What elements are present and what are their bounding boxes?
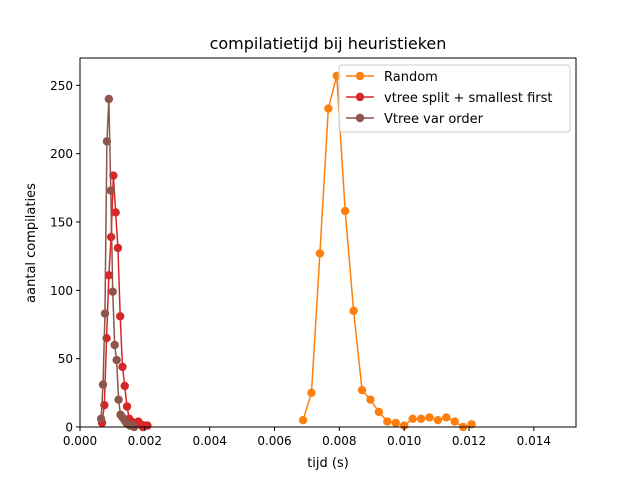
data-point bbox=[115, 312, 125, 321]
legend-label: vtree split + smallest first bbox=[384, 91, 553, 106]
data-point bbox=[100, 309, 110, 318]
data-point bbox=[113, 243, 123, 253]
axes-frame bbox=[79, 57, 577, 428]
data-point bbox=[450, 417, 459, 426]
data-point bbox=[104, 94, 114, 104]
data-point bbox=[109, 171, 118, 180]
data-point bbox=[108, 287, 117, 296]
data-point bbox=[315, 249, 325, 258]
series-0 bbox=[298, 71, 476, 432]
x-tick-label: 0.014 bbox=[517, 434, 551, 448]
data-point bbox=[467, 420, 476, 429]
data-point bbox=[98, 380, 108, 389]
data-point bbox=[399, 421, 409, 430]
data-point bbox=[340, 206, 350, 216]
y-tick-label: 200 bbox=[50, 147, 73, 161]
y-tick-label: 0 bbox=[65, 421, 73, 435]
y-tick-label: 50 bbox=[58, 352, 73, 366]
x-tick-label: 0.010 bbox=[387, 434, 421, 448]
legend: Random vtree split + smallest first Vtree … bbox=[338, 64, 571, 133]
chart-title: compilatietijd bij heuristieken bbox=[210, 34, 447, 53]
legend-marker bbox=[355, 113, 365, 123]
data-point bbox=[111, 208, 120, 217]
legend-item: Random bbox=[346, 70, 438, 85]
data-point bbox=[298, 415, 308, 425]
y-axis: 0 50 100 150 200 250 bbox=[50, 79, 80, 435]
data-point bbox=[391, 418, 400, 428]
data-point bbox=[374, 407, 384, 417]
y-tick-label: 100 bbox=[50, 284, 73, 298]
x-tick-label: 0.000 bbox=[63, 434, 97, 448]
data-point bbox=[106, 186, 115, 195]
legend-label: Random bbox=[384, 70, 438, 85]
data-point bbox=[366, 395, 375, 404]
data-point bbox=[349, 306, 358, 316]
data-point bbox=[383, 417, 392, 426]
x-tick-label: 0.004 bbox=[192, 434, 226, 448]
data-point bbox=[114, 395, 123, 404]
data-point bbox=[110, 340, 119, 350]
data-point bbox=[442, 413, 451, 422]
y-tick-label: 250 bbox=[50, 79, 73, 93]
x-tick-label: 0.012 bbox=[452, 434, 486, 448]
data-point bbox=[324, 104, 333, 113]
data-point bbox=[104, 271, 114, 280]
x-axis-label: tijd (s) bbox=[307, 456, 349, 471]
data-point bbox=[433, 415, 443, 425]
data-point bbox=[416, 414, 426, 423]
data-point bbox=[122, 402, 132, 411]
legend-box bbox=[338, 64, 571, 133]
data-point bbox=[357, 385, 367, 395]
data-point bbox=[408, 414, 417, 423]
x-tick-label: 0.008 bbox=[322, 434, 356, 448]
data-point bbox=[307, 388, 316, 398]
legend-marker bbox=[355, 92, 365, 102]
legend-marker bbox=[355, 71, 365, 81]
data-point bbox=[120, 381, 129, 391]
x-tick-label: 0.002 bbox=[128, 434, 162, 448]
legend-label: Vtree var order bbox=[384, 112, 484, 127]
legend-item: vtree split + smallest first bbox=[346, 91, 553, 106]
legend-item: Vtree var order bbox=[346, 112, 484, 127]
data-point bbox=[102, 137, 112, 146]
data-point bbox=[118, 362, 127, 372]
x-tick-label: 0.006 bbox=[257, 434, 291, 448]
x-axis: 0.000 0.002 0.004 0.006 0.008 0.010 0.012 0.014 bbox=[63, 427, 551, 448]
data-point bbox=[425, 413, 434, 422]
y-axis-label: aantal compilaties bbox=[24, 183, 39, 303]
data-point bbox=[112, 355, 121, 365]
y-tick-label: 150 bbox=[50, 216, 73, 230]
data-point bbox=[96, 414, 106, 423]
